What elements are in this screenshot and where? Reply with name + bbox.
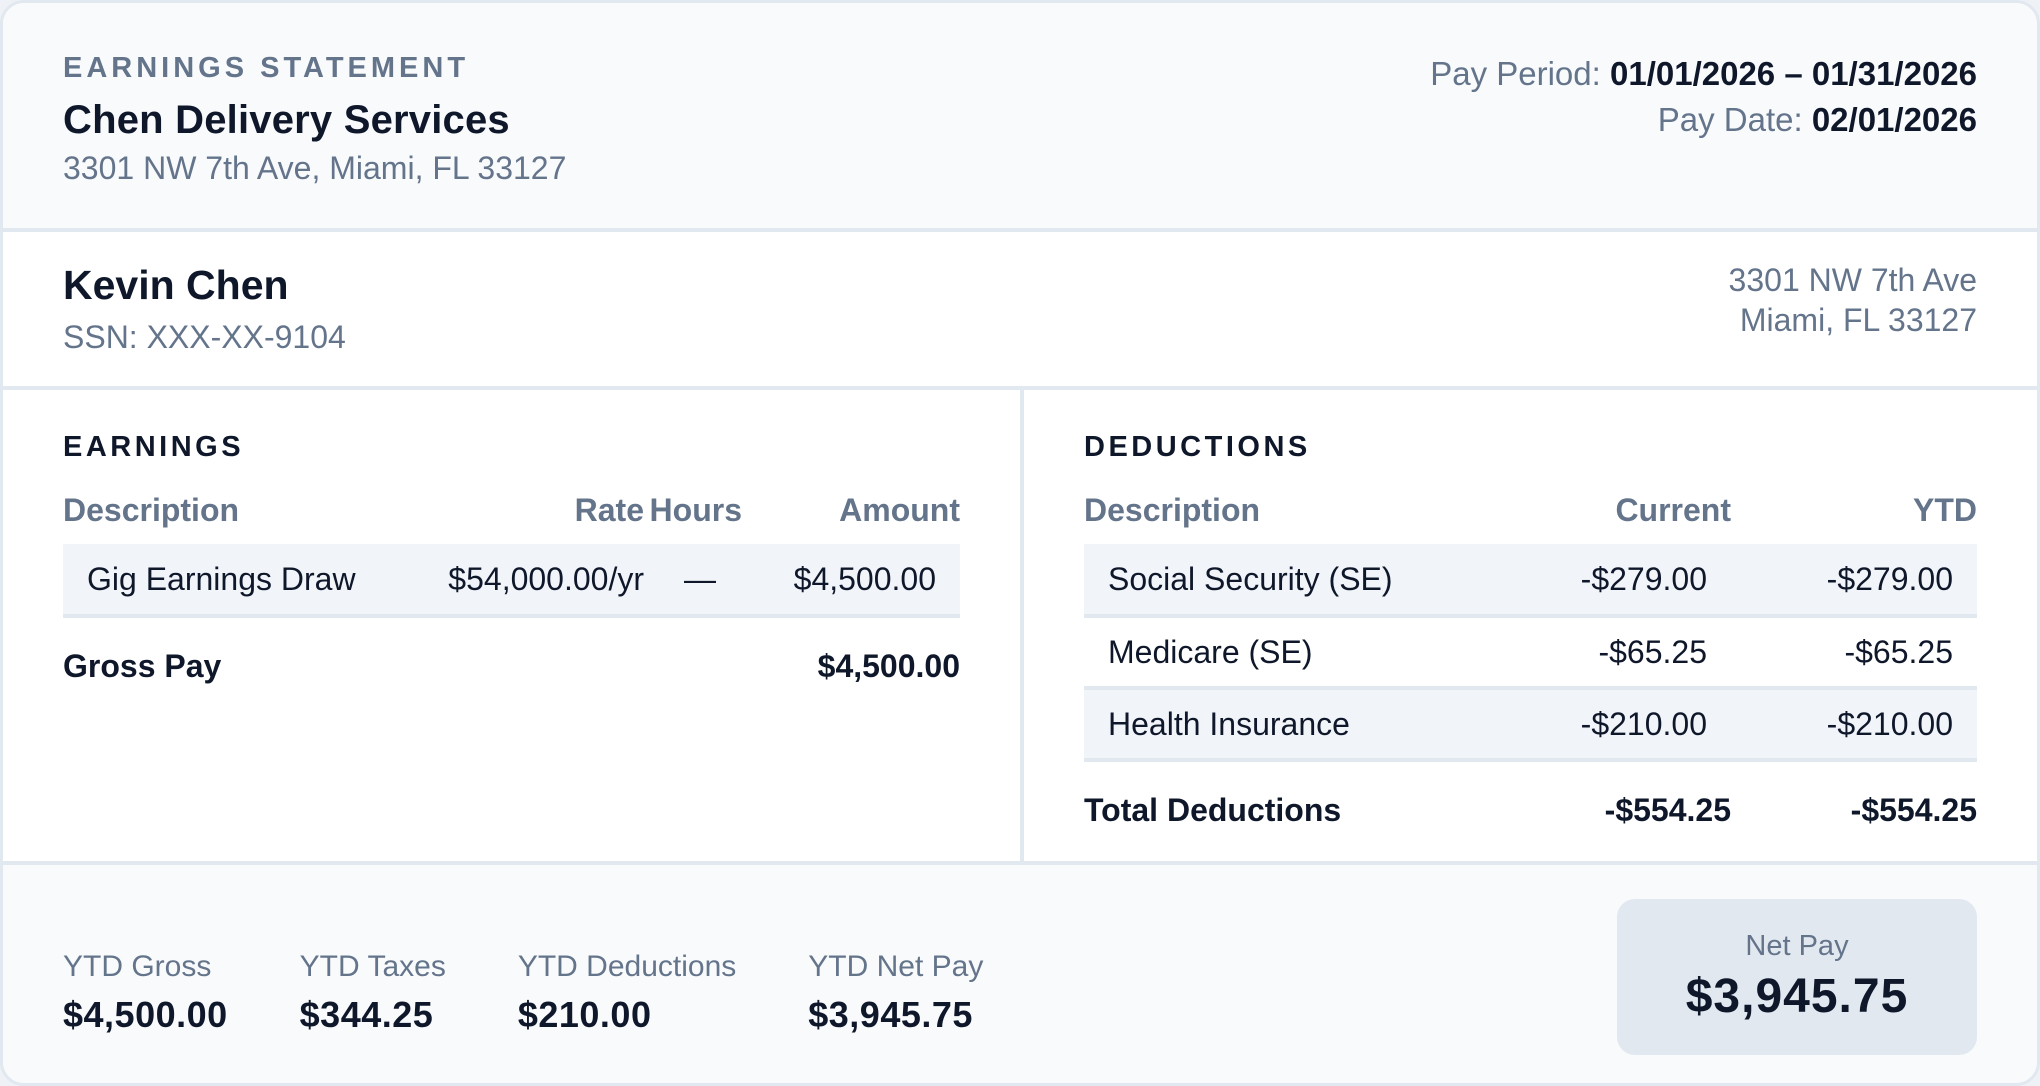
deduction-ytd: -$210.00 <box>1731 688 1977 762</box>
col-description: Description <box>63 492 240 528</box>
col-description: Description <box>1084 492 1261 528</box>
ytd-deductions-value: $210.00 <box>517 993 652 1035</box>
pay-date: Pay Date: 02/01/2026 <box>1430 97 1977 143</box>
deduction-current: -$65.25 <box>1491 616 1731 690</box>
pay-date-value: 02/01/2026 <box>1811 101 1977 138</box>
ytd-deductions-label: YTD Deductions <box>517 949 737 983</box>
ytd-gross-label: YTD Gross <box>63 949 212 983</box>
pay-period-block: Pay Period: 01/01/2026 – 01/31/2026 Pay … <box>1430 51 1977 228</box>
ytd-net-pay-value: $3,945.75 <box>808 993 973 1035</box>
pay-period-label: Pay Period: <box>1430 55 1601 92</box>
employee-section: Kevin Chen SSN: XXX-XX-9104 3301 NW 7th … <box>3 232 2037 390</box>
table-row: Health Insurance -$210.00 -$210.00 <box>1084 688 1977 762</box>
ytd-gross-value: $4,500.00 <box>63 993 228 1035</box>
statement-header: EARNINGS STATEMENT Chen Delivery Service… <box>3 3 2037 232</box>
earning-amount: $4,500.00 <box>742 544 960 618</box>
ytd-deductions: YTD Deductions $210.00 <box>518 949 736 1037</box>
net-pay-box: Net Pay $3,945.75 <box>1617 898 1977 1055</box>
pay-date-label: Pay Date: <box>1657 101 1803 138</box>
col-rate: Rate <box>574 492 644 528</box>
deductions-panel: DEDUCTIONS Description Current YTD Socia… <box>1024 390 2037 861</box>
deduction-current: -$279.00 <box>1491 544 1731 618</box>
ytd-summary: YTD Gross $4,500.00 YTD Taxes $344.25 YT… <box>63 915 983 1037</box>
earning-hours: — <box>644 544 742 618</box>
tables-section: EARNINGS Description Rate Hours Amount G… <box>3 390 2037 865</box>
total-deductions-current: -$554.25 <box>1604 792 1731 828</box>
deductions-title: DEDUCTIONS <box>1084 431 1311 463</box>
pay-period-value: 01/01/2026 – 01/31/2026 <box>1609 55 1977 92</box>
col-current: Current <box>1615 492 1731 528</box>
total-deductions-row: Total Deductions -$554.25 -$554.25 <box>1084 760 1977 848</box>
deduction-ytd: -$65.25 <box>1731 616 1977 690</box>
gross-pay-row: Gross Pay $4,500.00 <box>63 616 960 704</box>
employee-address-line1: 3301 NW 7th Ave <box>1728 262 1977 298</box>
company-name: Chen Delivery Services <box>63 98 510 142</box>
gross-pay-amount: $4,500.00 <box>817 648 960 684</box>
col-amount: Amount <box>839 492 960 528</box>
ytd-taxes-value: $344.25 <box>299 993 434 1035</box>
employee-ssn: SSN: XXX-XX-9104 <box>63 319 346 355</box>
deduction-description: Medicare (SE) <box>1084 616 1491 690</box>
deduction-ytd: -$279.00 <box>1731 544 1977 618</box>
table-row: Medicare (SE) -$65.25 -$65.25 <box>1084 616 1977 690</box>
col-hours: Hours <box>649 492 742 528</box>
employee-identity: Kevin Chen SSN: XXX-XX-9104 <box>63 260 346 386</box>
deduction-description: Social Security (SE) <box>1084 544 1491 618</box>
col-ytd: YTD <box>1913 492 1977 528</box>
ytd-taxes-label: YTD Taxes <box>299 949 446 983</box>
statement-eyebrow: EARNINGS STATEMENT <box>63 52 470 84</box>
table-row: Gig Earnings Draw $54,000.00/yr — $4,500… <box>63 544 960 618</box>
earning-rate: $54,000.00/yr <box>432 544 644 618</box>
gross-pay-label: Gross Pay <box>63 648 222 684</box>
summary-footer: YTD Gross $4,500.00 YTD Taxes $344.25 YT… <box>3 865 2037 1083</box>
net-pay-label: Net Pay <box>1745 929 1849 962</box>
ytd-taxes: YTD Taxes $344.25 <box>300 949 446 1037</box>
net-pay-value: $3,945.75 <box>1685 969 1909 1023</box>
pay-period: Pay Period: 01/01/2026 – 01/31/2026 <box>1430 51 1977 97</box>
deductions-header-row: Description Current YTD <box>1084 490 1977 544</box>
earning-description: Gig Earnings Draw <box>63 544 433 618</box>
company-address: 3301 NW 7th Ave, Miami, FL 33127 <box>63 150 567 186</box>
table-row: Social Security (SE) -$279.00 -$279.00 <box>1084 544 1977 618</box>
ytd-net-pay: YTD Net Pay $3,945.75 <box>808 949 983 1037</box>
total-deductions-label: Total Deductions <box>1084 792 1342 828</box>
earnings-title: EARNINGS <box>63 431 245 463</box>
earnings-panel: EARNINGS Description Rate Hours Amount G… <box>3 390 1024 861</box>
deductions-table: Description Current YTD Social Security … <box>1084 490 1977 848</box>
employee-address-line2: Miami, FL 33127 <box>1739 302 1977 338</box>
deduction-description: Health Insurance <box>1084 688 1491 762</box>
ytd-gross: YTD Gross $4,500.00 <box>63 949 228 1037</box>
employee-address: 3301 NW 7th Ave Miami, FL 33127 <box>1729 260 1977 386</box>
deduction-current: -$210.00 <box>1491 688 1731 762</box>
total-deductions-ytd: -$554.25 <box>1850 792 1977 828</box>
company-block: EARNINGS STATEMENT Chen Delivery Service… <box>63 51 566 228</box>
earnings-header-row: Description Rate Hours Amount <box>63 490 960 544</box>
employee-name: Kevin Chen <box>63 262 289 308</box>
earnings-table: Description Rate Hours Amount Gig Earnin… <box>63 490 960 704</box>
ytd-net-pay-label: YTD Net Pay <box>808 949 984 983</box>
